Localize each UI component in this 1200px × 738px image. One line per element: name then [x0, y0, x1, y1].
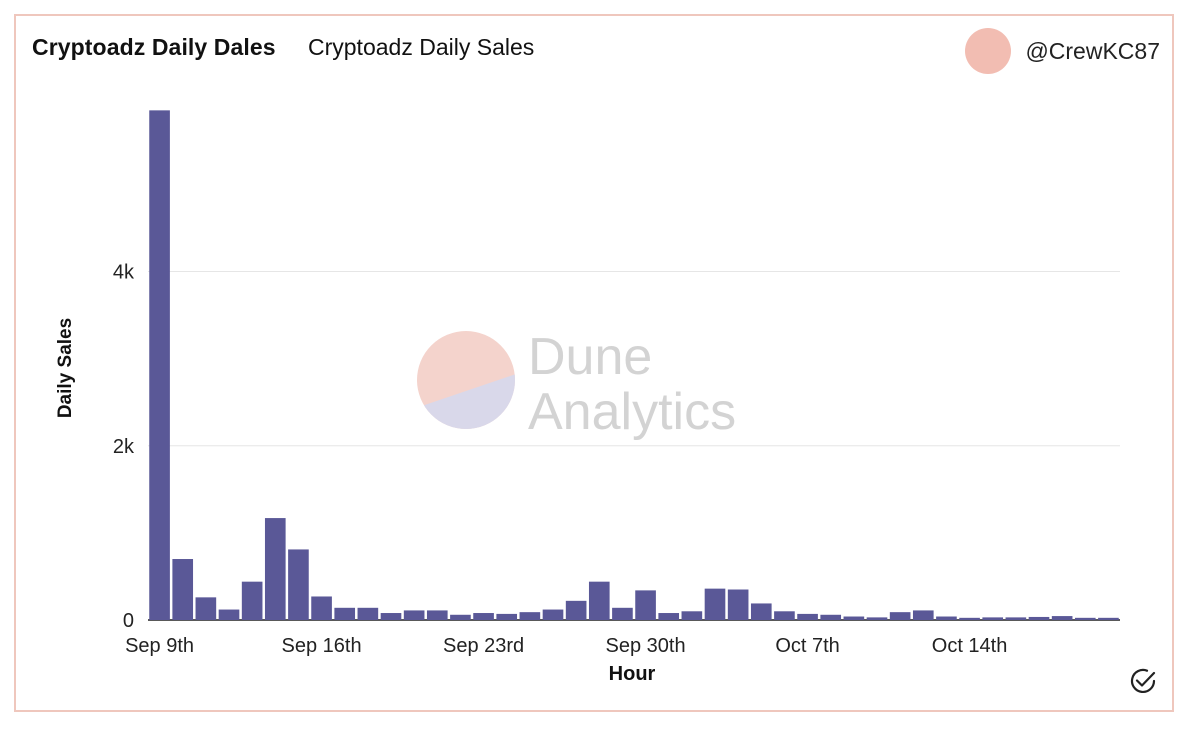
bar[interactable]	[149, 110, 170, 621]
bar[interactable]	[195, 597, 217, 620]
bar[interactable]	[473, 613, 494, 620]
bar[interactable]	[496, 613, 518, 620]
bar[interactable]	[658, 613, 680, 620]
user-badge[interactable]: @CrewKC87	[965, 28, 1160, 74]
bar[interactable]	[1098, 617, 1119, 620]
bar[interactable]	[519, 612, 541, 620]
y-tick-label: 2k	[113, 436, 135, 458]
bar[interactable]	[426, 610, 448, 620]
bar[interactable]	[797, 613, 818, 620]
chart-title: Cryptoadz Daily Dales	[32, 34, 276, 60]
username[interactable]: @CrewKC87	[1025, 37, 1160, 64]
bar[interactable]	[380, 613, 402, 620]
bar[interactable]	[936, 616, 957, 620]
bar[interactable]	[357, 607, 379, 620]
bar[interactable]	[334, 607, 356, 620]
x-tick-label: Oct 14th	[932, 635, 1008, 657]
bar[interactable]	[1074, 617, 1096, 620]
y-tick-label: 0	[123, 610, 134, 632]
bar[interactable]	[959, 617, 980, 620]
bar[interactable]	[1028, 616, 1050, 620]
bar[interactable]	[241, 581, 263, 620]
watermark-line1: Dune	[528, 328, 652, 386]
bar[interactable]	[820, 614, 842, 620]
bar[interactable]	[403, 610, 425, 620]
bar[interactable]	[264, 518, 286, 620]
bar[interactable]	[774, 611, 795, 620]
bar[interactable]	[612, 607, 633, 620]
bar[interactable]	[704, 588, 726, 620]
verified-check-icon[interactable]	[1128, 666, 1158, 696]
x-tick-label: Oct 7th	[775, 635, 839, 657]
bar[interactable]	[750, 603, 772, 620]
bar[interactable]	[889, 612, 911, 620]
bar[interactable]	[912, 610, 934, 620]
x-tick-label: Sep 9th	[125, 635, 194, 657]
x-tick-label: Sep 23rd	[443, 635, 524, 657]
bar[interactable]	[635, 590, 656, 620]
bar[interactable]	[542, 609, 564, 620]
chart-subtitle: Cryptoadz Daily Sales	[308, 34, 535, 60]
x-tick-label: Sep 30th	[606, 635, 686, 657]
bar[interactable]	[218, 609, 240, 620]
x-axis-label: Hour	[609, 663, 656, 685]
dune-logo-icon	[417, 331, 515, 429]
x-tick-label: Sep 16th	[282, 635, 362, 657]
bar[interactable]	[450, 614, 471, 620]
watermark-line2: Analytics	[528, 383, 736, 441]
bar[interactable]	[1005, 617, 1027, 620]
bar[interactable]	[843, 616, 865, 620]
bar[interactable]	[172, 559, 194, 620]
bar[interactable]	[1051, 616, 1073, 620]
bar[interactable]	[727, 589, 749, 620]
y-axis-label: Daily Sales	[55, 318, 76, 418]
grid-lines	[148, 271, 1120, 621]
watermark: Dune Analytics	[417, 328, 736, 441]
avatar[interactable]	[965, 28, 1012, 74]
bar[interactable]	[311, 596, 332, 620]
bar[interactable]	[588, 581, 610, 620]
bar[interactable]	[288, 549, 309, 620]
bars	[149, 110, 1119, 621]
bar[interactable]	[982, 617, 1004, 620]
bar[interactable]	[565, 600, 587, 620]
bar[interactable]	[681, 611, 703, 620]
chart-card: Cryptoadz Daily Dales Cryptoadz Daily Sa…	[14, 14, 1174, 712]
y-tick-label: 4k	[113, 262, 135, 284]
x-tick-labels: Sep 9th Sep 16th Sep 23rd Sep 30th Oct 7th Oc…	[125, 635, 1007, 657]
y-tick-labels: 0 2k 4k	[113, 262, 135, 632]
bar[interactable]	[866, 617, 888, 620]
